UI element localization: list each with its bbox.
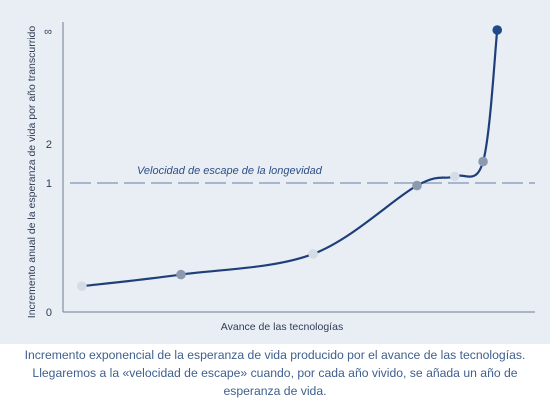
data-point [308,249,318,259]
growth-curve [81,29,499,288]
data-point [449,171,460,182]
y-axis-title: Incremento anual de la esperanza de vida… [26,26,38,319]
y-tick-label: 1 [46,178,52,190]
figure-caption: Incremento exponencial de la esperanza d… [0,346,550,400]
data-point [492,25,503,35]
data-point [176,269,186,280]
escape-velocity-label: Velocidad de escape de la longevidad [137,165,323,177]
data-point [77,281,87,292]
y-tick-label: ∞ [44,26,52,38]
y-tick-label: 0 [46,307,52,319]
caption-line-3: esperanza de vida. [223,384,327,398]
y-tick-label: 2 [46,139,52,151]
chart-panel: 0 1 2 ∞ Velocidad de escape de la longevidad… [0,0,550,344]
caption-line-1: Incremento exponencial de la esperanza d… [24,348,526,362]
data-point [412,180,422,191]
chart-svg: 0 1 2 ∞ Velocidad de escape de la longevidad… [26,22,535,333]
caption-line-2: Llegaremos a la «velocidad de escape» cu… [32,366,518,380]
x-axis-title: Avance de las tecnologías [221,321,343,333]
data-point [478,156,488,167]
